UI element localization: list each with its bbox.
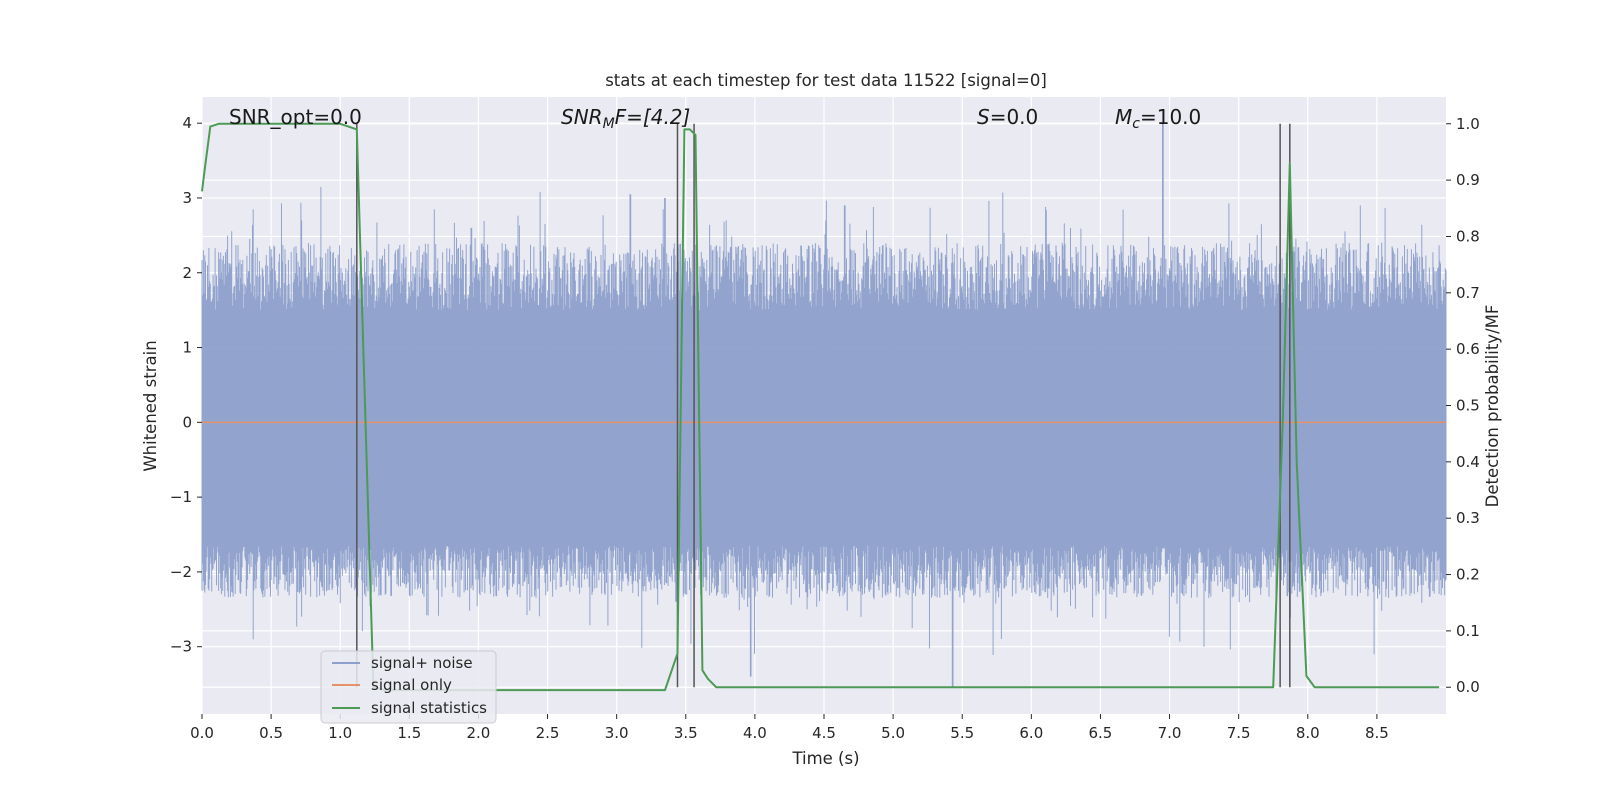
legend-label-stats: signal statistics <box>371 699 487 717</box>
y2-tick-label: 0.0 <box>1456 678 1480 696</box>
y2-axis-ticks: 1.0 0.9 0.8 0.7 0.6 0.5 0.4 0.3 0.2 0.1 0.0 <box>1446 115 1480 696</box>
signal-statistics-line <box>201 122 1440 692</box>
x-tick-label: 6.0 <box>1019 724 1043 742</box>
y2-tick-label: 0.8 <box>1456 227 1480 245</box>
y2-tick-label: 0.9 <box>1456 171 1480 189</box>
series-signal-noise <box>201 123 1447 688</box>
y-tick-label: 3 <box>182 189 192 207</box>
y-tick-label: 0 <box>182 413 192 431</box>
x-tick-label: 0.5 <box>259 724 283 742</box>
x-tick-label: 5.0 <box>881 724 905 742</box>
x-tick-label: 7.0 <box>1158 724 1182 742</box>
y-tick-label: 2 <box>182 264 192 282</box>
series-signal-statistics <box>201 122 1440 692</box>
y2-tick-label: 0.3 <box>1456 509 1480 527</box>
y-axis-label: Whitened strain <box>141 340 160 471</box>
annotation-snr-opt: SNR_opt=0.0 <box>229 105 362 129</box>
x-tick-label: 2.5 <box>536 724 560 742</box>
y2-tick-label: 1.0 <box>1456 115 1480 133</box>
x-tick-label: 3.0 <box>605 724 629 742</box>
x-tick-label: 6.5 <box>1089 724 1113 742</box>
x-axis-label: Time (s) <box>791 749 859 768</box>
legend-label-signal: signal only <box>371 676 452 694</box>
legend-box <box>320 650 497 724</box>
x-tick-label: 8.0 <box>1296 724 1320 742</box>
y-tick-label: −3 <box>170 638 192 656</box>
x-tick-label: 4.0 <box>743 724 767 742</box>
y2-tick-label: 0.4 <box>1456 453 1480 471</box>
y2-tick-label: 0.2 <box>1456 566 1480 584</box>
x-tick-label: 4.5 <box>812 724 836 742</box>
x-tick-label: 2.0 <box>467 724 491 742</box>
legend-label-noise: signal+ noise <box>371 654 473 672</box>
x-tick-label: 1.5 <box>397 724 421 742</box>
y2-axis-label: Detection probability/MF <box>1483 305 1502 508</box>
x-tick-label: 3.5 <box>674 724 698 742</box>
y-tick-label: −1 <box>170 488 192 506</box>
y2-tick-label: 0.5 <box>1456 397 1480 415</box>
y2-tick-label: 0.7 <box>1456 284 1480 302</box>
annotation-snr-mf: SNRMF=[4.2] <box>561 105 690 132</box>
x-tick-label: 8.5 <box>1365 724 1389 742</box>
y2-tick-label: 0.6 <box>1456 340 1480 358</box>
annotation-s: S=0.0 <box>977 105 1038 129</box>
annotation-mc: Mc=10.0 <box>1115 105 1201 132</box>
y-tick-label: 1 <box>182 339 192 357</box>
y-axis-ticks: 4 3 2 1 0 −1 −2 −3 <box>170 114 202 656</box>
x-tick-label: 7.5 <box>1227 724 1251 742</box>
x-tick-label: 5.5 <box>950 724 974 742</box>
x-tick-label: 1.0 <box>328 724 352 742</box>
noise-trace <box>201 123 1447 688</box>
y2-tick-label: 0.1 <box>1456 622 1480 640</box>
y-tick-label: 4 <box>182 114 192 132</box>
y-tick-label: −2 <box>170 563 192 581</box>
legend: signal+ noise signal only signal statist… <box>320 650 497 724</box>
x-axis-ticks: 0.0 0.5 1.0 1.5 2.0 2.5 3.0 3.5 4.0 4.5 5.0 5.5 6.0 6… <box>190 714 1389 742</box>
chart-title: stats at each timestep for test data 115… <box>605 71 1047 90</box>
x-tick-label: 0.0 <box>190 724 214 742</box>
